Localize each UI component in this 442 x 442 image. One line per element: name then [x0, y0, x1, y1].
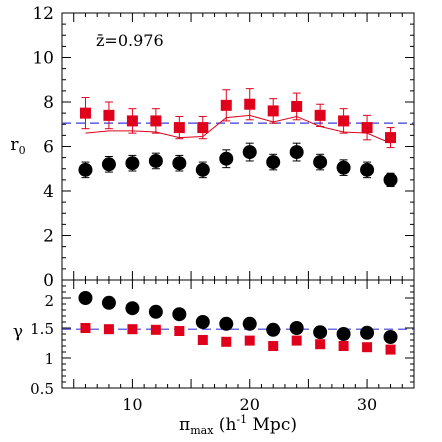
gamma-circle-point: [78, 291, 93, 305]
r0-ytick-label: 6: [43, 138, 54, 158]
r0-square-point: [291, 100, 303, 112]
gamma-circle-point: [219, 316, 234, 331]
r0-ytick-label: 2: [43, 227, 54, 247]
r0-circle-point: [360, 162, 375, 177]
gamma-circle-point: [360, 325, 375, 340]
r0-circle-point: [242, 145, 257, 160]
r0-axis-label: r0: [10, 135, 25, 157]
r0-circle-point: [219, 151, 234, 166]
r0-square-point: [103, 109, 115, 121]
r0-circle-point: [78, 162, 93, 177]
r0-square-point: [314, 109, 326, 121]
gamma-circle-point: [242, 316, 257, 331]
r0-circle-point: [383, 172, 398, 187]
gamma-circle-point: [101, 295, 116, 310]
r0-square-point: [267, 105, 279, 117]
r0-square-point: [385, 132, 397, 144]
r0-square-point: [173, 122, 185, 134]
r0-circle-point: [125, 156, 140, 171]
r0-circle-point: [266, 155, 281, 170]
gamma-square-point: [127, 324, 138, 335]
r0-axis-label-sub: 0: [19, 144, 26, 157]
gamma-square-point: [385, 344, 396, 355]
gamma-square-point: [174, 326, 185, 336]
gamma-axis-ticks: 10 20 30 0.5 1 1.5 2: [30, 279, 415, 414]
r0-ytick-label: 10: [32, 49, 54, 69]
r0-circle-point: [101, 157, 116, 172]
r0-square-point: [361, 122, 373, 134]
gamma-ytick-label: 1.5: [30, 320, 54, 338]
x-axis-label-end: Mpc): [247, 415, 297, 435]
r0-circle-point: [172, 156, 187, 171]
x-axis-label-rest: (h: [213, 415, 236, 435]
gamma-square-point: [221, 336, 232, 347]
gamma-panel: 10 20 30 0.5 1 1.5 2 γ πmax (h-1 Mpc): [13, 279, 415, 437]
r0-square-point: [220, 99, 232, 111]
gamma-circle-point: [195, 315, 210, 329]
r0-circle-point: [148, 153, 163, 168]
gamma-square-point: [150, 324, 161, 335]
r0-axis-ticks: 0 2 4 6 8 10 12: [32, 4, 415, 291]
r0-model-line: [85, 114, 391, 144]
gamma-axis-label: γ: [13, 322, 23, 342]
r0-circle-point: [289, 145, 304, 160]
x-tick-label: 10: [122, 395, 142, 414]
gamma-square-point: [291, 335, 302, 346]
r0-square-point: [197, 122, 209, 134]
x-tick-label: 30: [357, 395, 377, 414]
x-axis-label-sub: max: [190, 424, 214, 437]
r0-square-point: [244, 98, 256, 110]
gamma-data-marks: [78, 291, 398, 355]
gamma-circle-point: [289, 321, 304, 335]
r0-circle-point: [313, 155, 328, 170]
r0-ytick-label: 4: [43, 182, 54, 202]
gamma-ytick-label: 2: [44, 292, 54, 310]
r0-axis-label-main: r: [10, 135, 19, 155]
gamma-square-point: [80, 323, 91, 333]
gamma-circle-point: [336, 327, 351, 341]
redshift-annotation: z̄=0.976: [96, 31, 164, 50]
gamma-circle-point: [383, 330, 398, 344]
gamma-square-point: [315, 339, 326, 350]
r0-square-point: [338, 115, 350, 127]
gamma-circle-point: [313, 325, 328, 340]
gamma-square-point: [268, 341, 279, 351]
r0-circle-point: [195, 162, 210, 177]
r0-ytick-label: 8: [43, 93, 54, 113]
gamma-ytick-label: 0.5: [30, 380, 54, 398]
gamma-square-point: [103, 324, 114, 335]
r0-square-point: [126, 115, 138, 127]
x-axis-label-main: π: [179, 415, 190, 435]
x-axis-label-sup: -1: [236, 413, 247, 426]
gamma-square-point: [197, 335, 208, 345]
r0-square-point: [79, 107, 91, 119]
gamma-circle-point: [125, 301, 140, 316]
r0-data-marks: [78, 88, 398, 188]
gamma-square-point: [338, 341, 349, 351]
gamma-circle-point: [148, 304, 163, 319]
x-axis-label: πmax (h-1 Mpc): [179, 413, 297, 437]
gamma-ytick-label: 1: [44, 350, 54, 368]
gamma-circle-point: [172, 307, 187, 322]
r0-circle-point: [336, 160, 351, 175]
x-tick-label: 20: [240, 395, 260, 414]
gamma-circle-point: [266, 322, 281, 337]
r0-ytick-label: 0: [43, 271, 54, 291]
gamma-square-point: [244, 335, 255, 346]
r0-ytick-label: 12: [32, 4, 54, 24]
gamma-square-point: [362, 342, 373, 353]
r0-square-point: [150, 115, 162, 127]
